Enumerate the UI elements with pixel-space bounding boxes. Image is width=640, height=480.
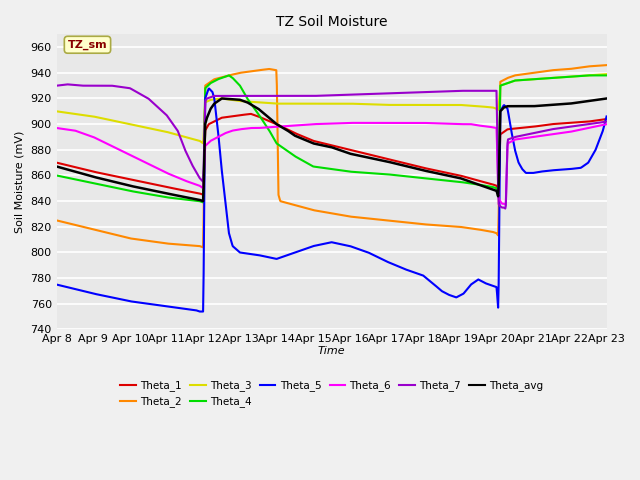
Theta_5 [276,255,284,261]
Theta_2 [53,217,61,223]
Theta_3 [492,106,500,111]
Theta_6 [431,120,438,126]
Theta_3 [53,108,61,114]
Legend: Theta_1, Theta_2, Theta_3, Theta_4, Theta_5, Theta_6, Theta_7, Theta_avg: Theta_1, Theta_2, Theta_3, Theta_4, Thet… [116,376,547,411]
Theta_2 [109,231,116,237]
Theta_7 [603,119,611,124]
Theta_avg [199,198,207,204]
Theta_4 [109,184,116,190]
Theta_1 [199,192,207,198]
Line: Theta_5: Theta_5 [57,89,607,312]
Theta_2 [492,230,500,236]
Theta_5 [296,248,304,253]
Line: Theta_7: Theta_7 [57,84,607,208]
Theta_2 [431,222,438,228]
Theta_6 [502,202,509,207]
Line: Theta_4: Theta_4 [57,75,607,203]
Line: Theta_avg: Theta_avg [57,98,607,201]
Theta_2 [482,228,490,234]
Theta_avg [492,188,500,193]
Theta_3 [431,102,438,108]
Theta_4 [603,72,611,78]
Theta_7 [109,83,117,89]
Theta_3 [296,101,303,107]
Theta_3 [482,104,490,110]
Theta_6 [295,122,303,128]
Theta_2 [603,62,611,68]
Line: Theta_3: Theta_3 [57,74,607,143]
Theta_5 [205,86,213,92]
Theta_1 [431,168,439,173]
Theta_3 [199,140,207,146]
Theta_avg [276,123,284,129]
Theta_2 [296,204,303,209]
Theta_avg [603,96,611,101]
Theta_1 [276,123,284,129]
Theta_4 [584,72,592,78]
Theta_2 [199,244,207,250]
Theta_7 [53,83,61,88]
Theta_3 [276,101,284,107]
Theta_7 [64,82,72,87]
Theta_6 [482,123,490,129]
Theta_6 [53,125,61,131]
Theta_7 [296,93,303,99]
Theta_avg [431,170,438,176]
Theta_4 [53,173,61,179]
Line: Theta_1: Theta_1 [57,114,607,195]
Line: Theta_6: Theta_6 [57,123,607,204]
Theta_6 [275,124,283,130]
Line: Theta_2: Theta_2 [57,65,607,247]
Theta_6 [603,121,611,127]
Theta_4 [431,176,438,182]
Theta_6 [346,120,354,126]
Theta_6 [109,144,116,149]
Title: TZ Soil Moisture: TZ Soil Moisture [276,15,387,29]
Theta_1 [493,183,500,189]
Y-axis label: Soil Moisture (mV): Soil Moisture (mV) [15,131,25,233]
Theta_7 [431,89,438,95]
Theta_1 [483,180,490,186]
Theta_7 [502,205,509,211]
Theta_5 [196,309,204,314]
Theta_avg [53,164,61,169]
Theta_7 [276,93,284,99]
Theta_6 [492,125,500,131]
Theta_avg [482,184,490,190]
Theta_1 [53,160,61,166]
Theta_5 [431,283,439,288]
Theta_3 [603,71,611,77]
Theta_4 [276,143,284,148]
Theta_4 [296,156,303,162]
Theta_5 [603,114,611,120]
Theta_1 [603,116,611,122]
Theta_4 [492,185,500,191]
Theta_2 [276,196,284,202]
Theta_5 [493,284,500,290]
Theta_7 [482,88,490,94]
Theta_avg [109,179,116,184]
X-axis label: Time: Time [318,346,346,356]
Theta_1 [247,111,255,117]
Theta_3 [109,118,116,123]
Theta_5 [53,282,61,288]
Theta_4 [199,200,207,205]
Theta_5 [483,281,490,287]
Theta_5 [109,295,116,300]
Theta_4 [482,183,490,189]
Text: TZ_sm: TZ_sm [68,40,108,50]
Theta_1 [109,173,116,179]
Theta_1 [296,132,304,138]
Theta_7 [492,88,500,94]
Theta_avg [296,135,303,141]
